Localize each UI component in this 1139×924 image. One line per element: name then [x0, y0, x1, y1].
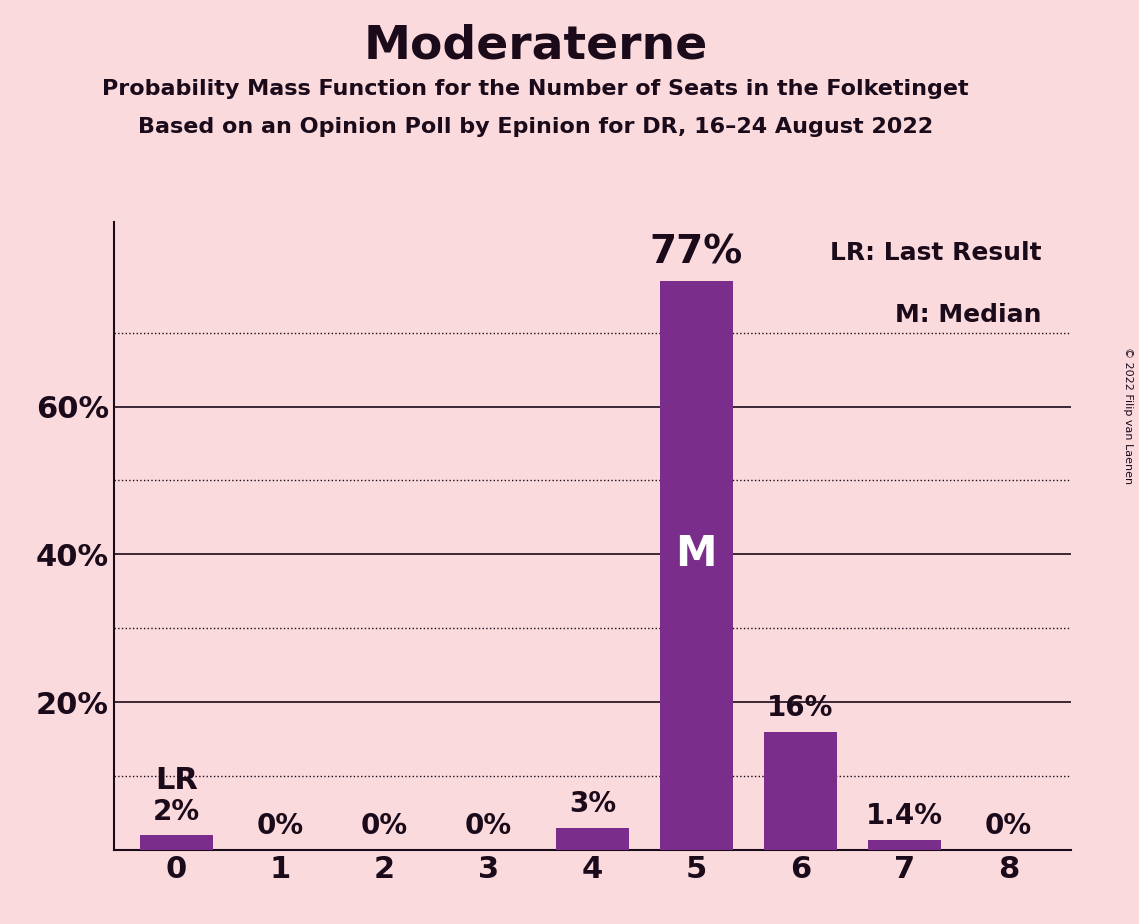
Bar	[764, 732, 837, 850]
Text: 0%: 0%	[361, 812, 408, 841]
Bar	[556, 828, 629, 850]
Bar	[868, 840, 941, 850]
Text: M: M	[675, 533, 718, 576]
Text: 3%: 3%	[568, 790, 616, 819]
Bar	[140, 835, 213, 850]
Text: LR: LR	[155, 766, 198, 795]
Text: 16%: 16%	[767, 694, 834, 723]
Text: 77%: 77%	[649, 233, 743, 272]
Text: 0%: 0%	[256, 812, 304, 841]
Text: 1.4%: 1.4%	[866, 802, 943, 830]
Text: © 2022 Filip van Laenen: © 2022 Filip van Laenen	[1123, 347, 1133, 484]
Text: 0%: 0%	[465, 812, 511, 841]
Bar	[659, 281, 732, 850]
Text: Probability Mass Function for the Number of Seats in the Folketinget: Probability Mass Function for the Number…	[103, 79, 968, 99]
Text: 0%: 0%	[985, 812, 1032, 841]
Text: LR: Last Result: LR: Last Result	[830, 240, 1042, 264]
Text: M: Median: M: Median	[895, 303, 1042, 327]
Text: Moderaterne: Moderaterne	[363, 23, 707, 68]
Text: Based on an Opinion Poll by Epinion for DR, 16–24 August 2022: Based on an Opinion Poll by Epinion for …	[138, 117, 933, 138]
Text: 2%: 2%	[153, 797, 199, 826]
